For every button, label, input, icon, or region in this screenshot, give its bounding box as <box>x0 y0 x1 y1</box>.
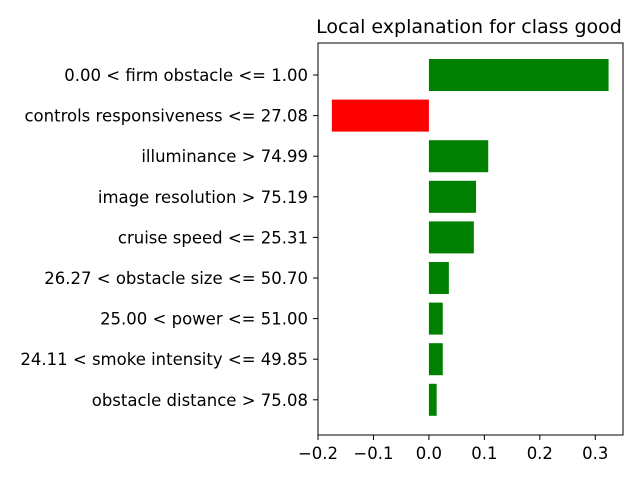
bar-2 <box>428 140 489 173</box>
bar-0 <box>428 59 609 91</box>
bar-1 <box>331 99 429 132</box>
x-tick-label-4: 0.2 <box>527 444 553 463</box>
y-tick-label-2: illuminance > 74.99 <box>141 147 308 166</box>
y-tick-label-7: 24.11 < smoke intensity <= 49.85 <box>20 350 308 369</box>
bars-group <box>331 59 609 416</box>
x-tick-label-1: −0.1 <box>353 444 393 463</box>
bar-7 <box>428 343 443 376</box>
y-tick-label-6: 25.00 < power <= 51.00 <box>100 310 308 329</box>
plot-frame <box>317 42 624 436</box>
bar-3 <box>428 180 477 213</box>
y-tick-label-3: image resolution > 75.19 <box>98 188 308 207</box>
y-tick-label-1: controls responsiveness <= 27.08 <box>24 107 308 126</box>
x-tick-label-0: −0.2 <box>298 444 338 463</box>
bar-8 <box>428 383 437 416</box>
bar-6 <box>428 302 443 335</box>
y-tick-label-8: obstacle distance > 75.08 <box>92 391 308 410</box>
y-tick-label-4: cruise speed <= 25.31 <box>118 228 308 247</box>
y-tick-label-5: 26.27 < obstacle size <= 50.70 <box>44 269 308 288</box>
x-tick-label-2: 0.0 <box>416 444 442 463</box>
y-tick-label-0: 0.00 < firm obstacle <= 1.00 <box>64 66 308 85</box>
chart-title: Local explanation for class good <box>316 16 622 38</box>
x-tick-group: −0.2 −0.1 0.0 0.1 0.2 0.3 <box>298 435 608 463</box>
x-tick-label-5: 0.3 <box>582 444 608 463</box>
y-tick-group: 0.00 < firm obstacle <= 1.00 controls res… <box>20 66 318 410</box>
bar-4 <box>428 221 474 254</box>
bar-5 <box>428 262 449 294</box>
x-tick-label-3: 0.1 <box>471 444 497 463</box>
